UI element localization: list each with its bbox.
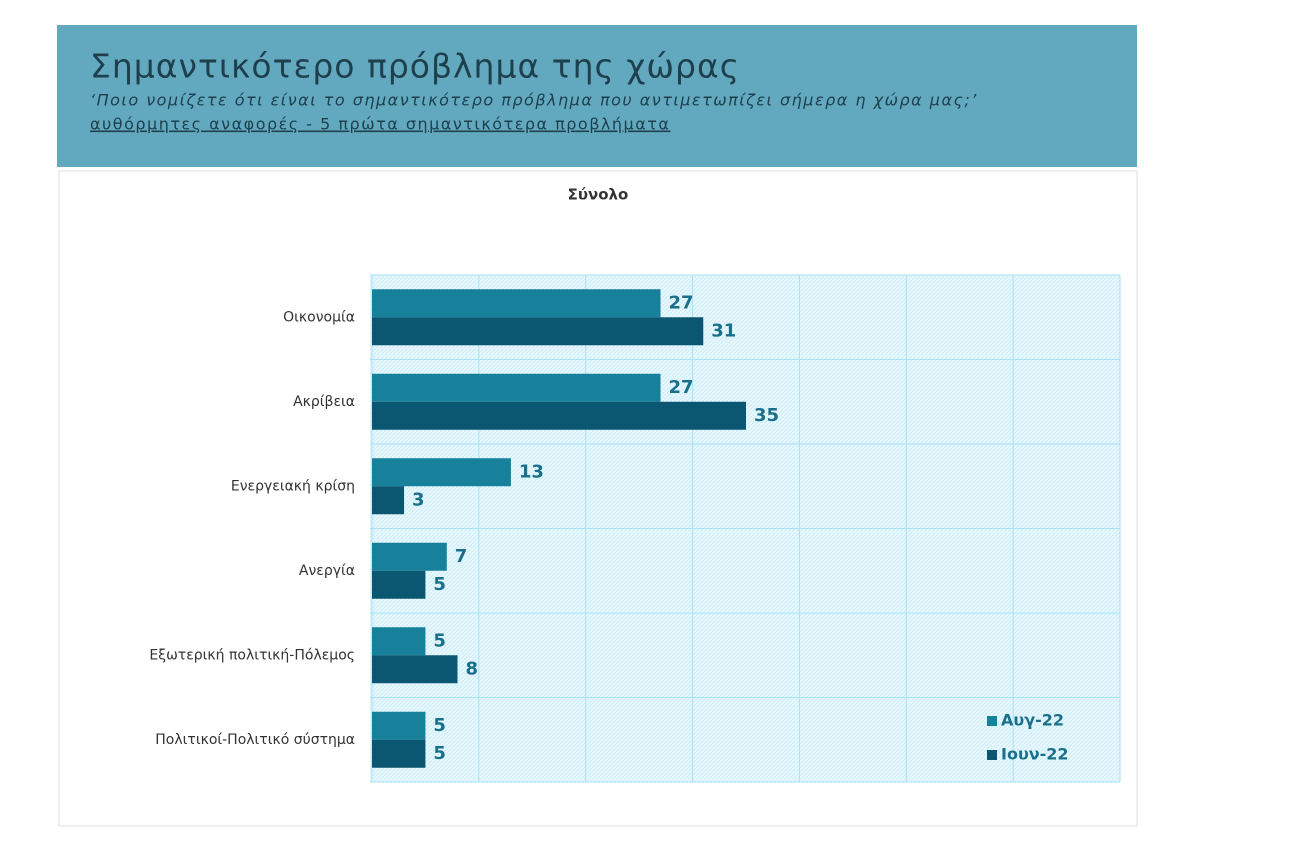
category-label: Ακρίβεια — [293, 394, 355, 410]
data-label: 5 — [433, 715, 446, 736]
data-label: 27 — [669, 377, 694, 398]
legend-swatch — [987, 716, 997, 726]
subtitle: ‘Ποιο νομίζετε ότι είναι το σημαντικότερ… — [90, 91, 978, 110]
data-label: 31 — [711, 320, 736, 341]
data-label: 5 — [433, 743, 446, 764]
bar — [372, 570, 426, 599]
chart-title: Σύνολο — [568, 186, 629, 204]
bar — [372, 317, 704, 346]
data-label: 5 — [433, 630, 446, 651]
bar — [372, 289, 661, 318]
bar — [372, 486, 405, 515]
legend-label: Αυγ-22 — [1001, 711, 1064, 730]
bar — [372, 373, 661, 402]
note: αυθόρμητες αναφορές - 5 πρώτα σημαντικότ… — [90, 115, 670, 134]
data-label: 5 — [433, 574, 446, 595]
header-banner — [57, 25, 1137, 167]
bar — [372, 627, 426, 656]
category-label: Οικονομία — [283, 309, 355, 325]
bar — [372, 655, 458, 684]
category-label: Εξωτερική πολιτική-Πόλεμος — [149, 647, 355, 663]
data-label: 27 — [669, 292, 694, 313]
category-label: Ενεργειακή κρίση — [231, 478, 355, 494]
data-label: 8 — [465, 658, 478, 679]
data-label: 7 — [455, 546, 468, 567]
data-label: 35 — [754, 405, 779, 426]
page-title: Σημαντικότερο πρόβλημα της χώρας — [90, 47, 740, 86]
category-label: Πολιτικοί-Πολιτικό σύστημα — [155, 732, 355, 748]
data-label: 13 — [519, 461, 544, 482]
bar — [372, 401, 746, 430]
bar — [372, 739, 426, 768]
legend-label: Ιουν-22 — [1001, 745, 1069, 764]
bar — [372, 542, 447, 571]
category-label: Ανεργία — [299, 563, 355, 579]
bar — [372, 458, 511, 487]
bar — [372, 711, 426, 740]
legend-swatch — [987, 750, 997, 760]
data-label: 3 — [412, 489, 425, 510]
